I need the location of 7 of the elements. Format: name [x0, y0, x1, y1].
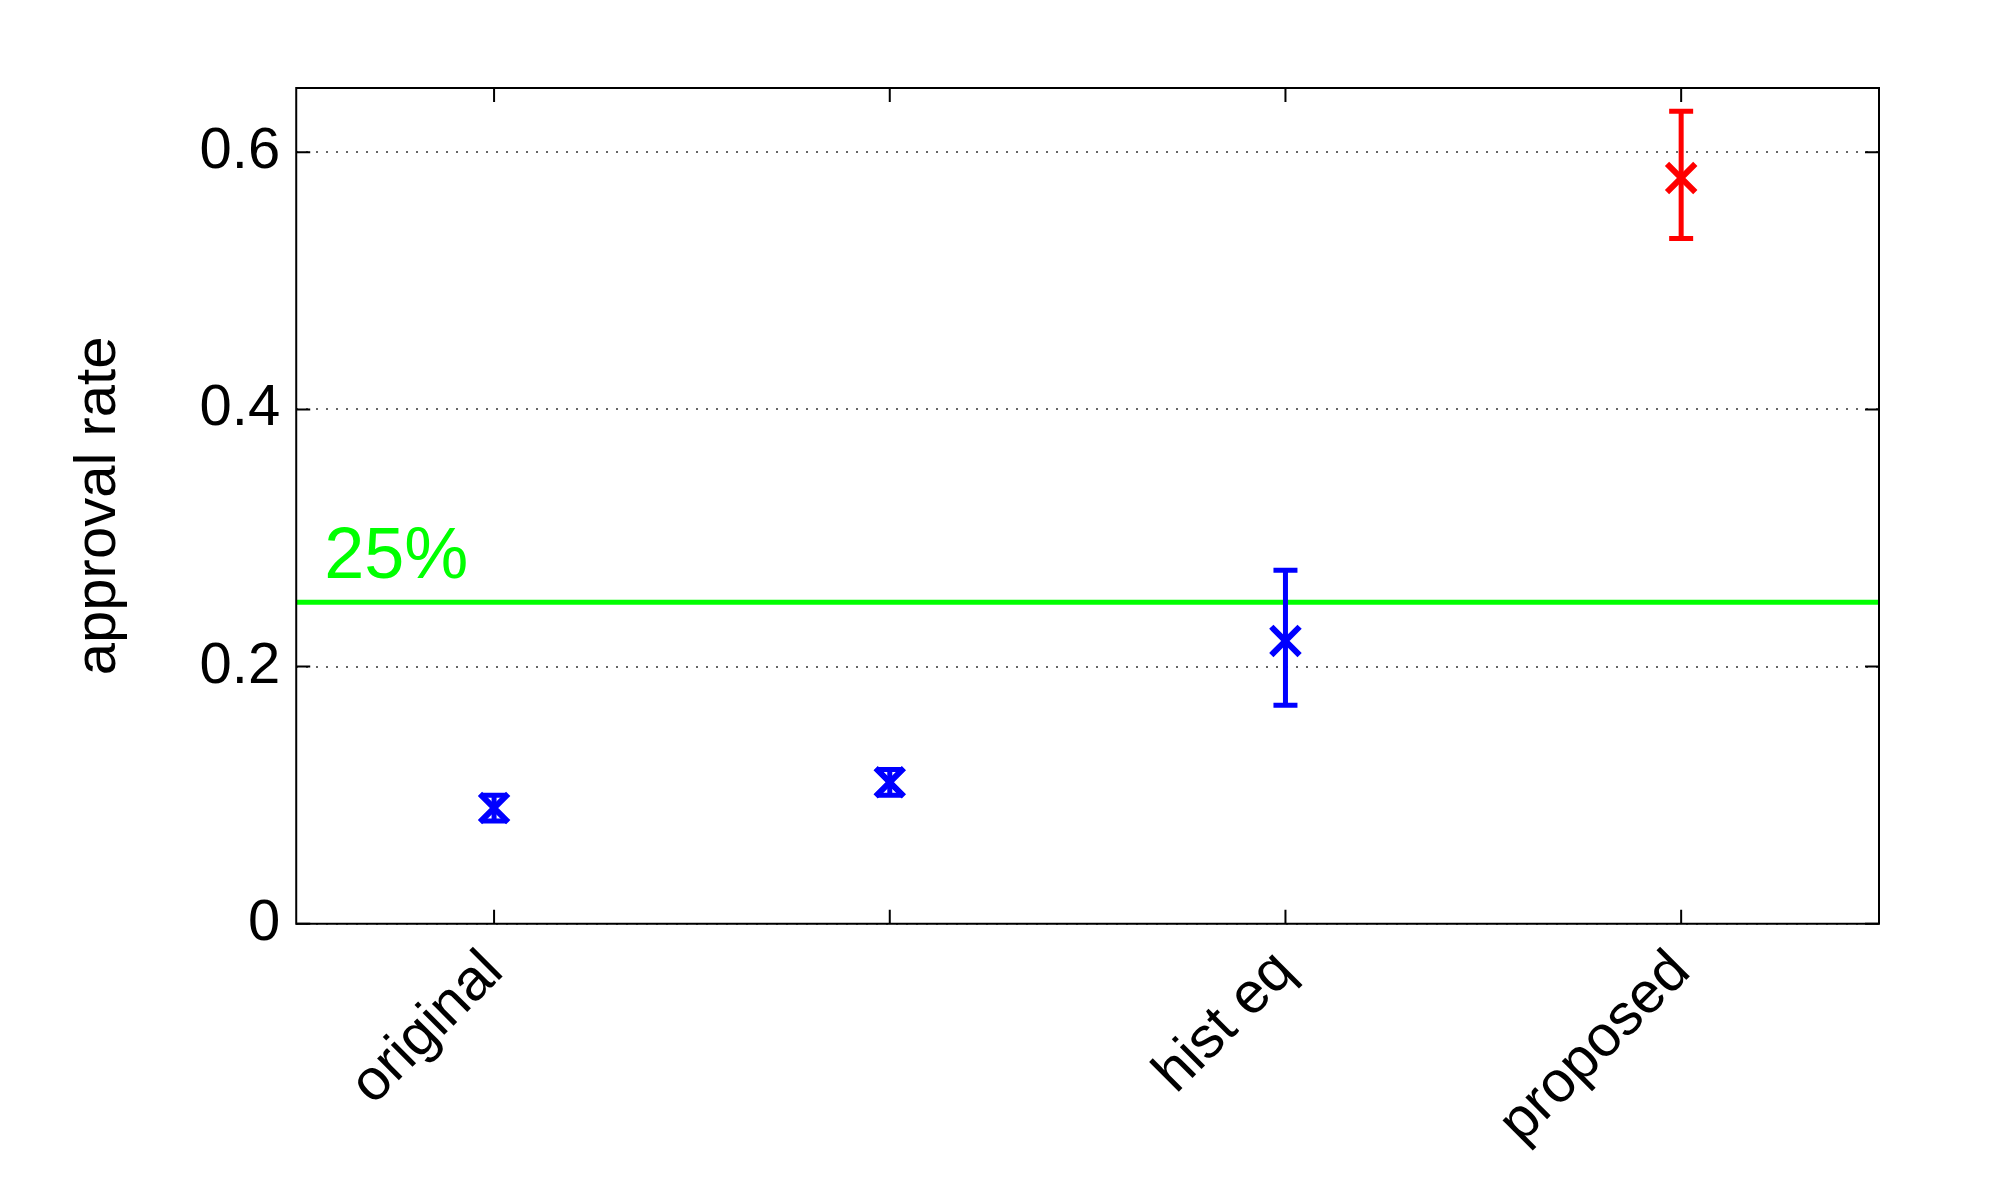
y-tick-label: 0.4: [199, 372, 281, 438]
y-tick-label: 0: [247, 886, 281, 952]
y-axis-title: approval rate: [61, 336, 127, 676]
y-tick-label: 0.6: [199, 115, 281, 181]
ref-line-label: 25%: [324, 513, 469, 594]
y-tick-label: 0.2: [199, 629, 281, 695]
x-tick-label: hist eq: [1138, 936, 1306, 1104]
